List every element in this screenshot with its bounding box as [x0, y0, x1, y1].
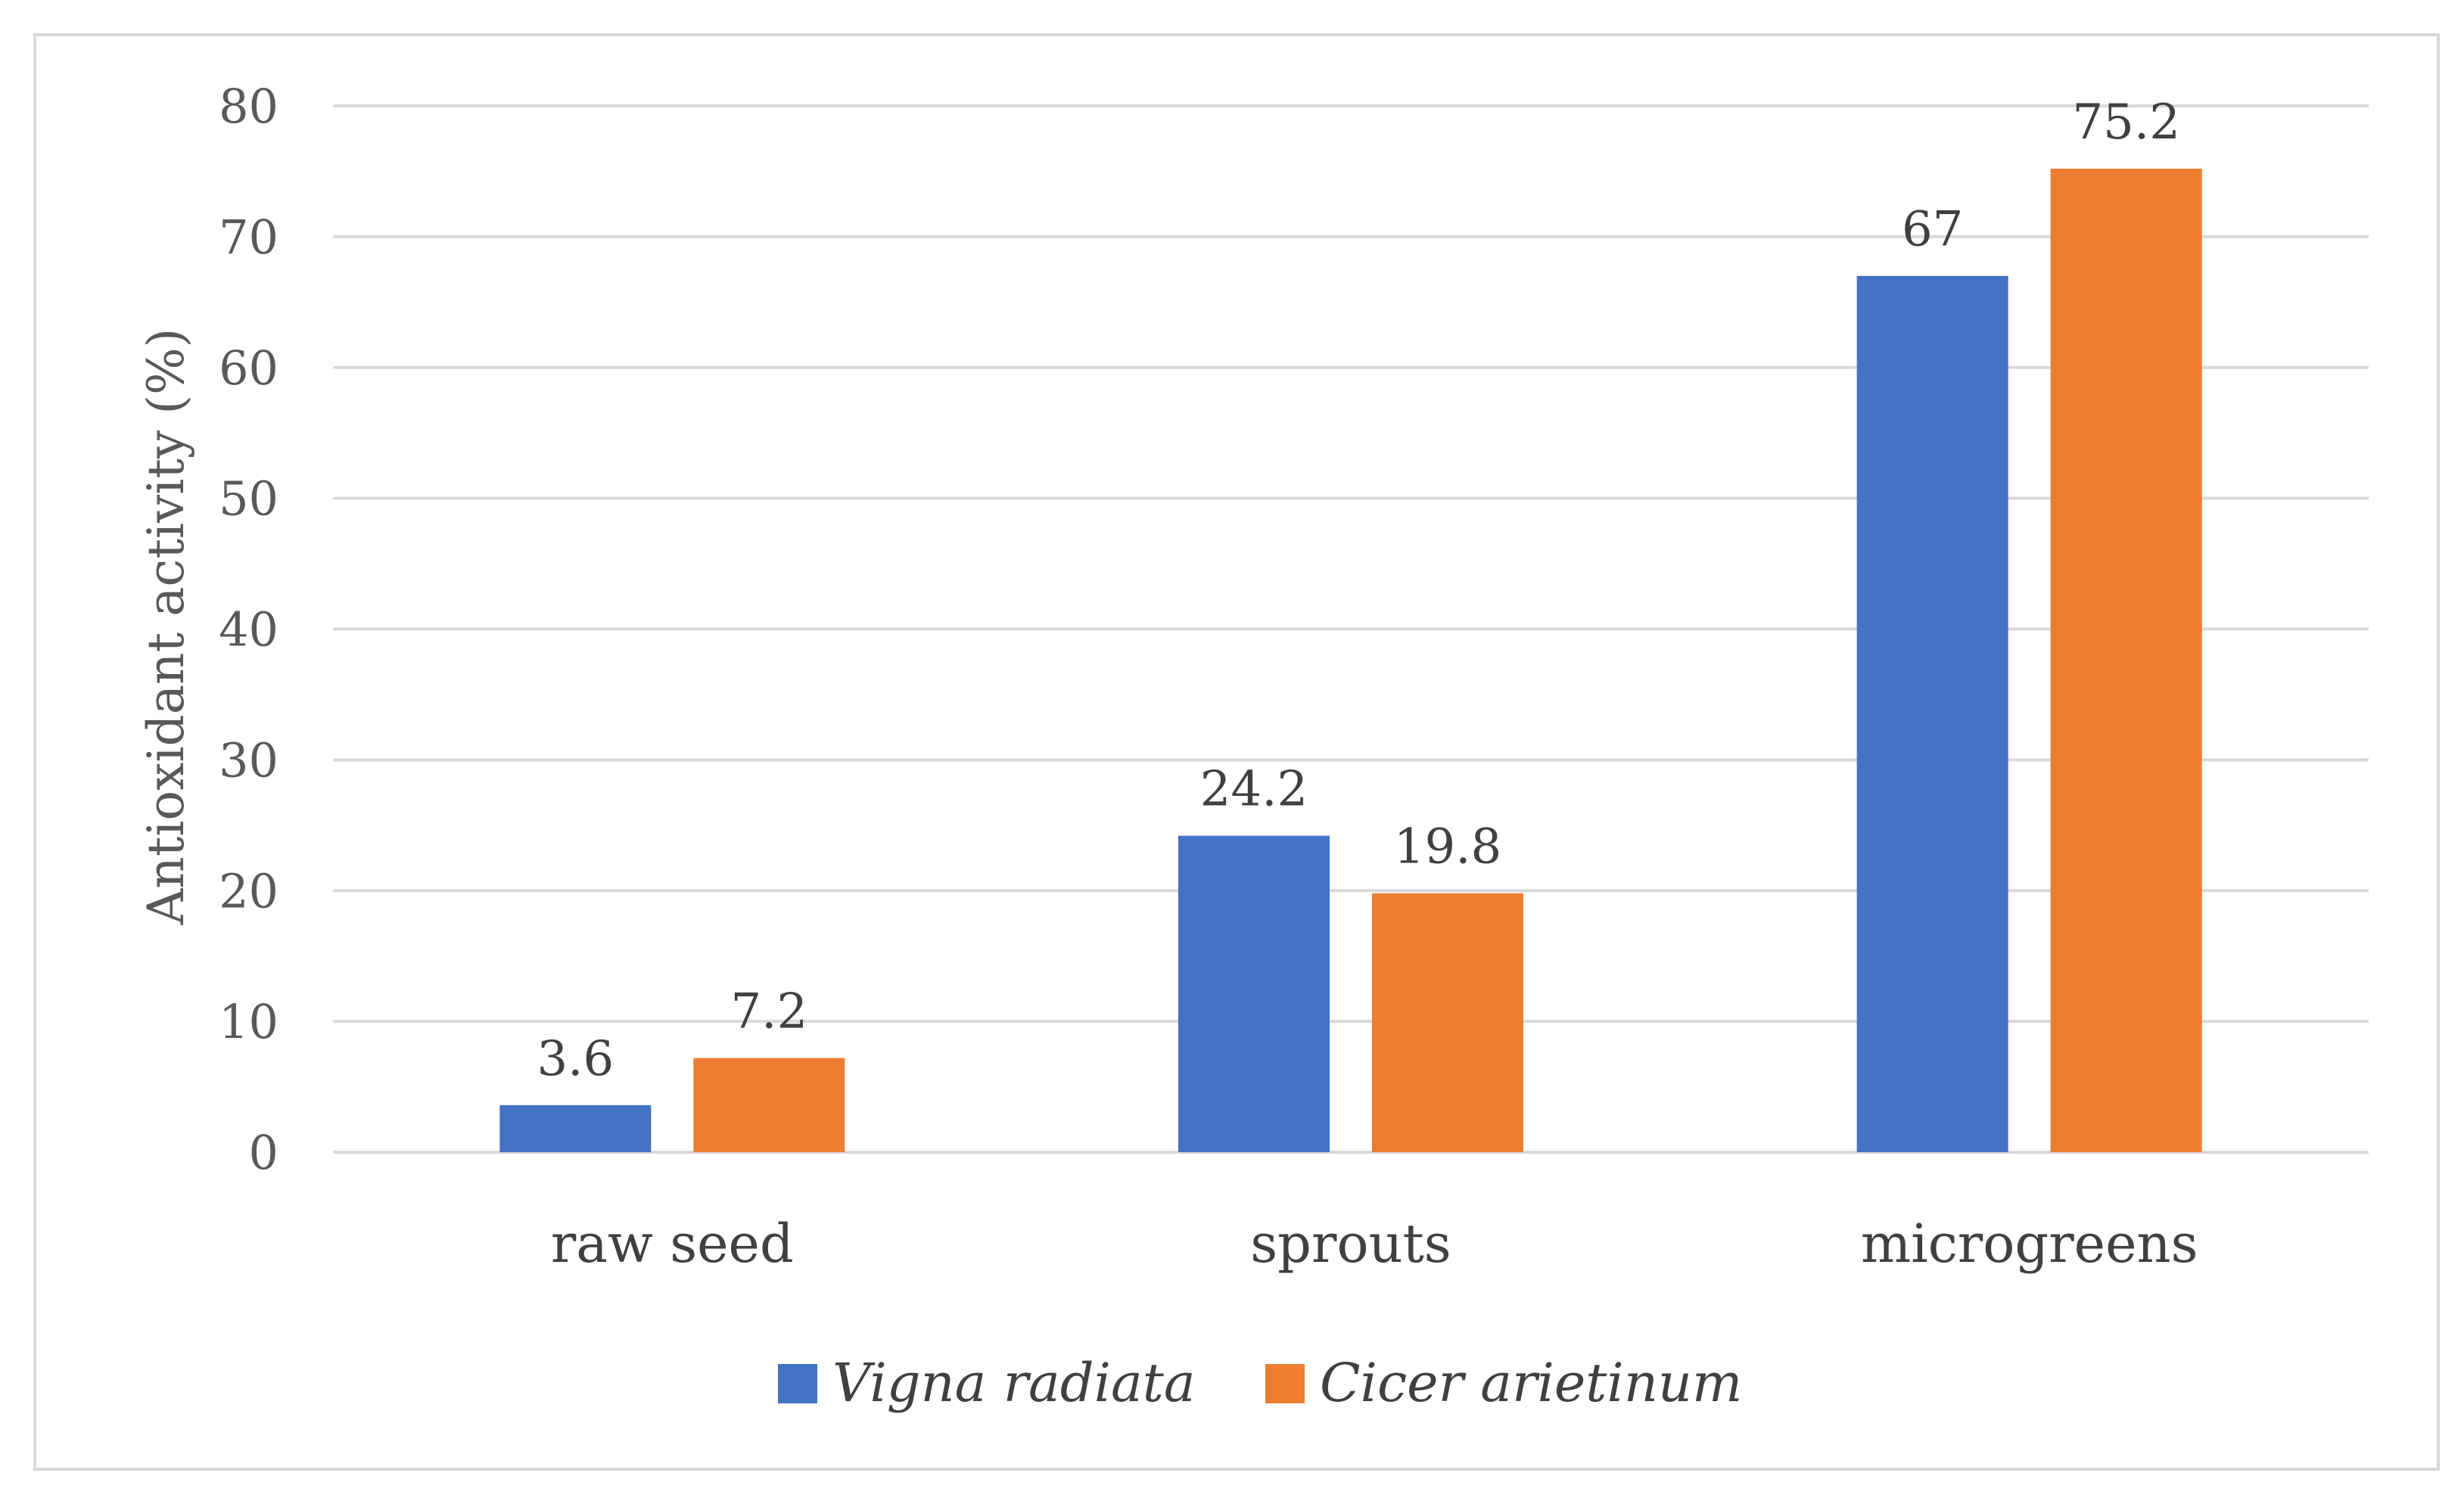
y-tick-label: 40 — [219, 602, 278, 657]
chart-frame — [33, 33, 2440, 1471]
x-category-label: raw seed — [551, 1213, 794, 1275]
bar-microgreens-cicer-arietinum — [2050, 168, 2202, 1153]
bars — [499, 168, 2202, 1153]
data-label: 7.2 — [730, 984, 807, 1040]
bar-sprouts-cicer-arietinum — [1372, 893, 1523, 1152]
data-label: 24.2 — [1200, 762, 1308, 818]
data-label: 67 — [1902, 202, 1963, 258]
x-axis-categories: raw seed sprouts microgreens — [551, 1213, 2198, 1275]
legend-label: Cicer arietinum — [1320, 1352, 1742, 1414]
y-axis-ticks: 0 10 20 30 40 50 60 70 80 — [219, 79, 278, 1180]
legend-swatch-vigna-radiata — [778, 1364, 817, 1403]
y-tick-label: 10 — [219, 994, 278, 1049]
y-axis-title: Antioxidant activity (%) — [137, 328, 195, 926]
y-tick-label: 30 — [219, 732, 278, 788]
gridlines — [333, 104, 2369, 1154]
bar-sprouts-vigna-radiata — [1178, 835, 1330, 1152]
x-category-label: microgreens — [1861, 1213, 2198, 1275]
y-tick-label: 0 — [249, 1125, 278, 1180]
y-tick-label: 70 — [219, 210, 278, 265]
bar-raw-seed-cicer-arietinum — [693, 1058, 845, 1152]
data-label: 75.2 — [2072, 95, 2180, 151]
y-tick-label: 20 — [219, 863, 278, 918]
data-labels: 3.6 7.2 24.2 19.8 67 75.2 — [537, 95, 2179, 1087]
data-label: 3.6 — [537, 1031, 614, 1087]
bar-microgreens-vigna-radiata — [1856, 275, 2008, 1152]
legend-label: Vigna radiata — [832, 1352, 1196, 1414]
x-category-label: sprouts — [1250, 1213, 1451, 1275]
bar-raw-seed-vigna-radiata — [499, 1105, 652, 1152]
y-tick-label: 50 — [219, 471, 278, 527]
data-label: 19.8 — [1394, 819, 1502, 875]
y-tick-label: 60 — [219, 340, 278, 396]
y-tick-label: 80 — [219, 79, 278, 134]
legend: Vigna radiata Cicer arietinum — [778, 1352, 1742, 1414]
legend-swatch-cicer-arietinum — [1265, 1364, 1305, 1403]
